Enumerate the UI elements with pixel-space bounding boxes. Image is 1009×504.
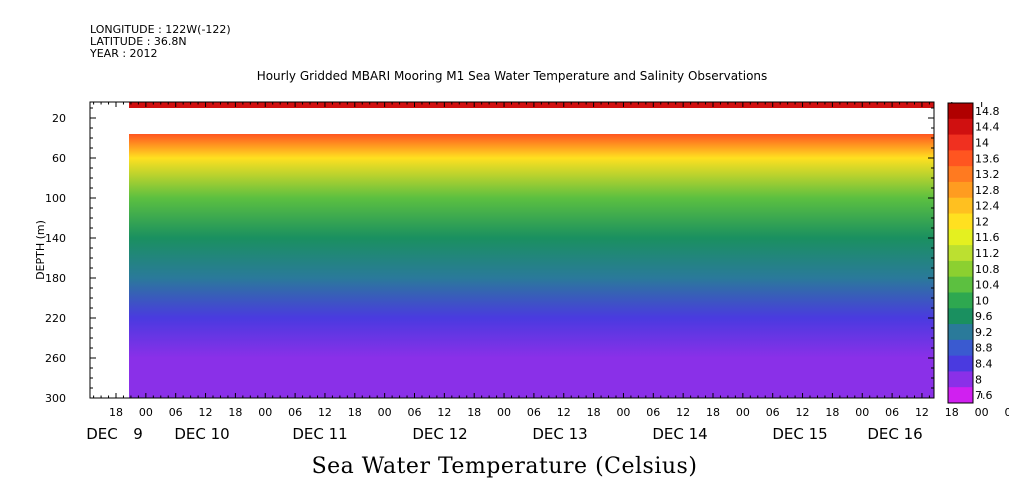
latitude-label: LATITUDE : 36.8N bbox=[90, 35, 187, 48]
colorbar-label: 13.6 bbox=[975, 152, 1000, 165]
y-tick-label: 300 bbox=[45, 392, 66, 405]
x-tick-label: 18 bbox=[945, 406, 959, 419]
y-axis-title: DEPTH (m) bbox=[34, 220, 47, 280]
colorbar-label: 10.4 bbox=[975, 279, 1000, 292]
colorbar-label: 11.2 bbox=[975, 247, 1000, 260]
x-tick-label: 00 bbox=[139, 406, 153, 419]
surface-temperature-layer bbox=[129, 102, 934, 108]
colorbar-swatch bbox=[948, 292, 973, 309]
x-tick-label: 18 bbox=[706, 406, 720, 419]
x-tick-label: 18 bbox=[109, 406, 123, 419]
colorbar-swatch bbox=[948, 355, 973, 372]
colorbar-label: 14 bbox=[975, 136, 989, 149]
x-tick-label: 12 bbox=[199, 406, 213, 419]
x-tick-label: 06 bbox=[527, 406, 541, 419]
x-tick-label: 00 bbox=[975, 406, 989, 419]
colorbar-swatch bbox=[948, 308, 973, 325]
x-tick-label: 00 bbox=[258, 406, 272, 419]
chart-title: Hourly Gridded MBARI Mooring M1 Sea Wate… bbox=[257, 69, 768, 83]
colorbar-swatch bbox=[948, 197, 973, 215]
x-tick-label: 00 bbox=[378, 406, 392, 419]
colorbar-label: 10 bbox=[975, 294, 989, 307]
y-tick-label: 260 bbox=[45, 352, 66, 365]
colorbar-swatch bbox=[948, 166, 973, 183]
x-day-label: 9 bbox=[133, 425, 143, 443]
x-tick-label: 12 bbox=[437, 406, 451, 419]
x-day-label: DEC bbox=[86, 425, 118, 443]
colorbar-swatch bbox=[948, 103, 973, 120]
x-tick-label: 00 bbox=[497, 406, 511, 419]
colorbar-label: 12 bbox=[975, 215, 989, 228]
x-day-label: DEC 12 bbox=[412, 425, 467, 443]
colorbar-label: 12.4 bbox=[975, 200, 1000, 213]
colorbar-swatch bbox=[948, 371, 973, 388]
colorbar-swatch bbox=[948, 324, 973, 341]
year-label: YEAR : 2012 bbox=[90, 47, 158, 60]
x-tick-label: 06 bbox=[646, 406, 660, 419]
y-tick-label: 140 bbox=[45, 232, 66, 245]
colorbar-label: 14.4 bbox=[975, 121, 1000, 134]
x-axis-title: Sea Water Temperature (Celsius) bbox=[311, 454, 698, 479]
x-tick-label: 06 bbox=[766, 406, 780, 419]
x-tick-label: 06 bbox=[169, 406, 183, 419]
x-tick-label: 00 bbox=[616, 406, 630, 419]
x-tick-label: 06 bbox=[1005, 406, 1009, 419]
colorbar-swatch bbox=[948, 150, 973, 167]
colorbar-swatch bbox=[948, 229, 973, 246]
colorbar-label: 9.2 bbox=[975, 326, 993, 339]
x-tick-label: 12 bbox=[318, 406, 332, 419]
colorbar-label: 8.8 bbox=[975, 342, 993, 355]
x-day-label: DEC 15 bbox=[772, 425, 827, 443]
colorbar-swatch bbox=[948, 118, 973, 136]
temperature-field bbox=[129, 134, 934, 398]
x-tick-label: 12 bbox=[557, 406, 571, 419]
x-tick-label: 00 bbox=[736, 406, 750, 419]
x-day-label: DEC 13 bbox=[532, 425, 587, 443]
colorbar-label: 12.8 bbox=[975, 184, 1000, 197]
x-tick-label: 06 bbox=[408, 406, 422, 419]
colorbar-swatch bbox=[948, 134, 973, 151]
x-tick-label: 18 bbox=[467, 406, 481, 419]
colorbar-label: 13.2 bbox=[975, 168, 1000, 181]
x-tick-label: 18 bbox=[228, 406, 242, 419]
x-tick-label: 06 bbox=[288, 406, 302, 419]
y-tick-label: 20 bbox=[52, 112, 66, 125]
colorbar-swatch bbox=[948, 181, 973, 199]
x-day-label: DEC 11 bbox=[292, 425, 347, 443]
x-tick-label: 00 bbox=[855, 406, 869, 419]
colorbar-label: 8.4 bbox=[975, 358, 993, 371]
x-tick-label: 12 bbox=[915, 406, 929, 419]
colorbar-label: 11.6 bbox=[975, 231, 1000, 244]
colorbar-label: 10.8 bbox=[975, 263, 1000, 276]
x-tick-label: 18 bbox=[825, 406, 839, 419]
colorbar-swatch bbox=[948, 260, 973, 278]
colorbar-swatch bbox=[948, 276, 973, 293]
colorbar-swatch bbox=[948, 339, 973, 357]
x-tick-label: 18 bbox=[348, 406, 362, 419]
colorbar-swatch bbox=[948, 213, 973, 230]
x-tick-label: 12 bbox=[676, 406, 690, 419]
colorbar-label: 7.6 bbox=[975, 389, 993, 402]
y-tick-label: 100 bbox=[45, 192, 66, 205]
longitude-label: LONGITUDE : 122W(-122) bbox=[90, 23, 231, 36]
x-tick-label: 18 bbox=[587, 406, 601, 419]
y-tick-label: 60 bbox=[52, 152, 66, 165]
x-day-label: DEC 14 bbox=[652, 425, 707, 443]
colorbar-swatch bbox=[948, 387, 973, 404]
x-day-label: DEC 16 bbox=[867, 425, 922, 443]
colorbar-swatch bbox=[948, 245, 973, 262]
colorbar-label: 8 bbox=[975, 373, 982, 386]
x-tick-label: 06 bbox=[885, 406, 899, 419]
x-tick-label: 12 bbox=[796, 406, 810, 419]
x-day-label: DEC 10 bbox=[174, 425, 229, 443]
colorbar-label: 9.6 bbox=[975, 310, 993, 323]
colorbar-frame bbox=[947, 102, 974, 404]
colorbar-label: 14.8 bbox=[975, 105, 1000, 118]
y-tick-label: 220 bbox=[45, 312, 66, 325]
y-tick-label: 180 bbox=[45, 272, 66, 285]
